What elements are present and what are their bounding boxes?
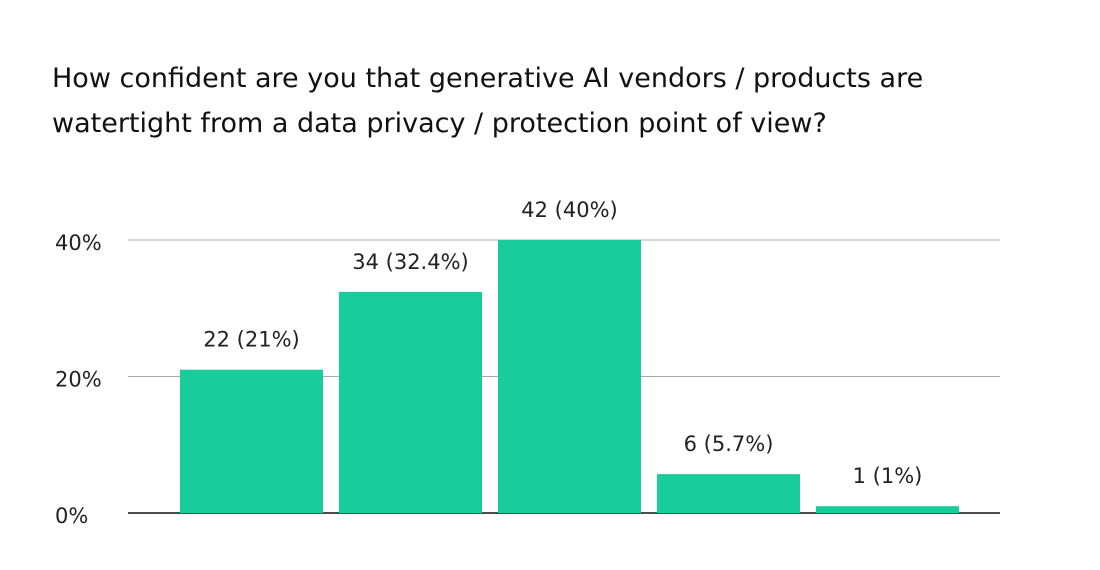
data-label: 1 (1%) xyxy=(853,464,923,488)
data-label: 22 (21%) xyxy=(203,328,299,352)
bar xyxy=(816,506,959,513)
y-tick-label: 40% xyxy=(55,231,102,255)
chart-title: How confident are you that generative AI… xyxy=(52,63,924,139)
data-label: 42 (40%) xyxy=(521,198,617,222)
data-label: 6 (5.7%) xyxy=(684,432,774,456)
bar xyxy=(180,369,323,513)
bar xyxy=(339,291,482,513)
data-label: 34 (32.4%) xyxy=(352,250,469,274)
bar xyxy=(657,474,800,513)
bar xyxy=(498,240,641,513)
y-tick-label: 20% xyxy=(55,368,102,392)
y-tick-label: 0% xyxy=(55,504,88,528)
